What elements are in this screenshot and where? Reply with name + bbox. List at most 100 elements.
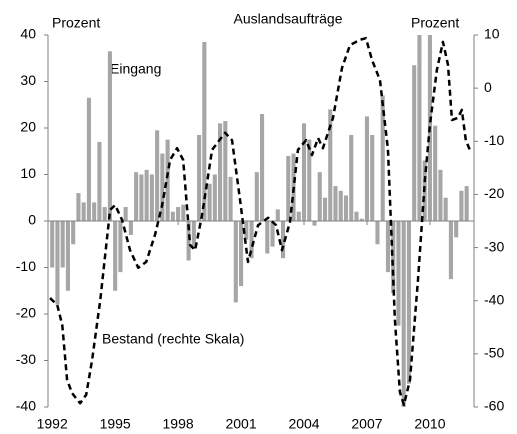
y2-tick-label: -20 xyxy=(484,185,504,201)
bar xyxy=(260,114,265,221)
bar xyxy=(113,221,118,291)
bar xyxy=(76,193,81,221)
bar xyxy=(412,65,417,221)
bar xyxy=(391,221,396,294)
bar xyxy=(181,204,186,221)
bar xyxy=(218,123,223,221)
bar xyxy=(149,174,154,221)
x-tick-label: 2004 xyxy=(288,416,319,432)
bar xyxy=(401,221,406,407)
bar xyxy=(55,221,60,305)
bar xyxy=(81,202,86,221)
y2-tick-label: -50 xyxy=(484,345,504,361)
bar xyxy=(165,139,170,221)
bar xyxy=(244,221,249,240)
bar xyxy=(202,41,207,221)
bar xyxy=(280,221,286,259)
bar xyxy=(433,125,438,221)
y-tick-label: 10 xyxy=(20,165,36,181)
y-tick-label: 30 xyxy=(20,72,36,88)
bar xyxy=(317,172,322,221)
bar xyxy=(170,211,175,221)
x-tick-label: 1992 xyxy=(37,416,68,432)
bar xyxy=(417,35,422,221)
x-tick-label: 1995 xyxy=(100,416,131,432)
bar xyxy=(459,190,464,221)
y2-tick-label: 10 xyxy=(484,26,500,42)
y-tick-label: 0 xyxy=(28,212,36,228)
bar xyxy=(191,221,196,249)
bar xyxy=(343,195,349,221)
bar xyxy=(97,141,102,221)
bar xyxy=(107,51,112,222)
bar xyxy=(60,221,65,268)
bar xyxy=(354,211,359,221)
bar xyxy=(71,221,76,245)
y-tick-label: -40 xyxy=(16,398,36,414)
bar xyxy=(438,169,443,221)
bar xyxy=(307,139,312,221)
y-axis-label: Prozent xyxy=(52,15,100,31)
bar xyxy=(102,207,107,221)
y2-tick-label: -10 xyxy=(484,132,504,148)
line-series-label: Bestand (rechte Skala) xyxy=(102,331,244,347)
bar xyxy=(139,174,144,221)
y-tick-label: -20 xyxy=(16,305,36,321)
bar xyxy=(333,186,338,221)
line xyxy=(49,36,471,407)
bar xyxy=(375,221,380,245)
y2-tick-label: -60 xyxy=(484,398,504,414)
bar xyxy=(270,221,275,247)
bar xyxy=(86,97,91,221)
x-tick-label: 2007 xyxy=(351,416,382,432)
bar xyxy=(454,221,459,238)
bar xyxy=(328,109,333,221)
y2-tick-label: -40 xyxy=(484,291,504,307)
bar xyxy=(176,207,181,221)
bar xyxy=(406,221,411,384)
bar xyxy=(349,134,354,221)
bar xyxy=(50,221,55,268)
bar xyxy=(312,221,317,226)
bar xyxy=(144,169,149,221)
bar xyxy=(197,134,202,221)
bar xyxy=(286,155,291,221)
bar xyxy=(322,197,328,221)
bar xyxy=(233,221,238,303)
y2-tick-label: -30 xyxy=(484,238,504,254)
bar xyxy=(265,221,270,254)
y-tick-label: -10 xyxy=(16,258,36,274)
bar xyxy=(207,183,212,221)
bar xyxy=(385,221,391,273)
bar xyxy=(212,174,217,221)
bar xyxy=(186,221,191,261)
x-tick-label: 2010 xyxy=(414,416,445,432)
bar xyxy=(359,218,364,221)
bar xyxy=(123,207,128,221)
bar xyxy=(338,190,343,221)
bar xyxy=(380,95,385,221)
y2-tick-label: 0 xyxy=(484,79,492,95)
bar xyxy=(118,221,123,273)
bar xyxy=(160,153,165,221)
bar xyxy=(228,176,233,221)
bar xyxy=(128,221,133,235)
bar xyxy=(301,123,307,221)
bar xyxy=(134,172,139,221)
x-tick-label: 2001 xyxy=(225,416,256,432)
bar xyxy=(249,221,254,259)
bar xyxy=(464,186,469,221)
y2-axis-label: Prozent xyxy=(411,15,459,31)
bar xyxy=(254,172,259,221)
bar xyxy=(370,134,375,221)
y-tick-label: -30 xyxy=(16,351,36,367)
bar xyxy=(275,209,280,221)
x-tick-label: 1998 xyxy=(163,416,194,432)
bar xyxy=(223,121,228,221)
bar xyxy=(239,221,244,287)
bar xyxy=(364,116,370,221)
bar-series-label: Eingang xyxy=(110,61,161,77)
bar xyxy=(396,221,401,326)
bar xyxy=(448,221,453,280)
